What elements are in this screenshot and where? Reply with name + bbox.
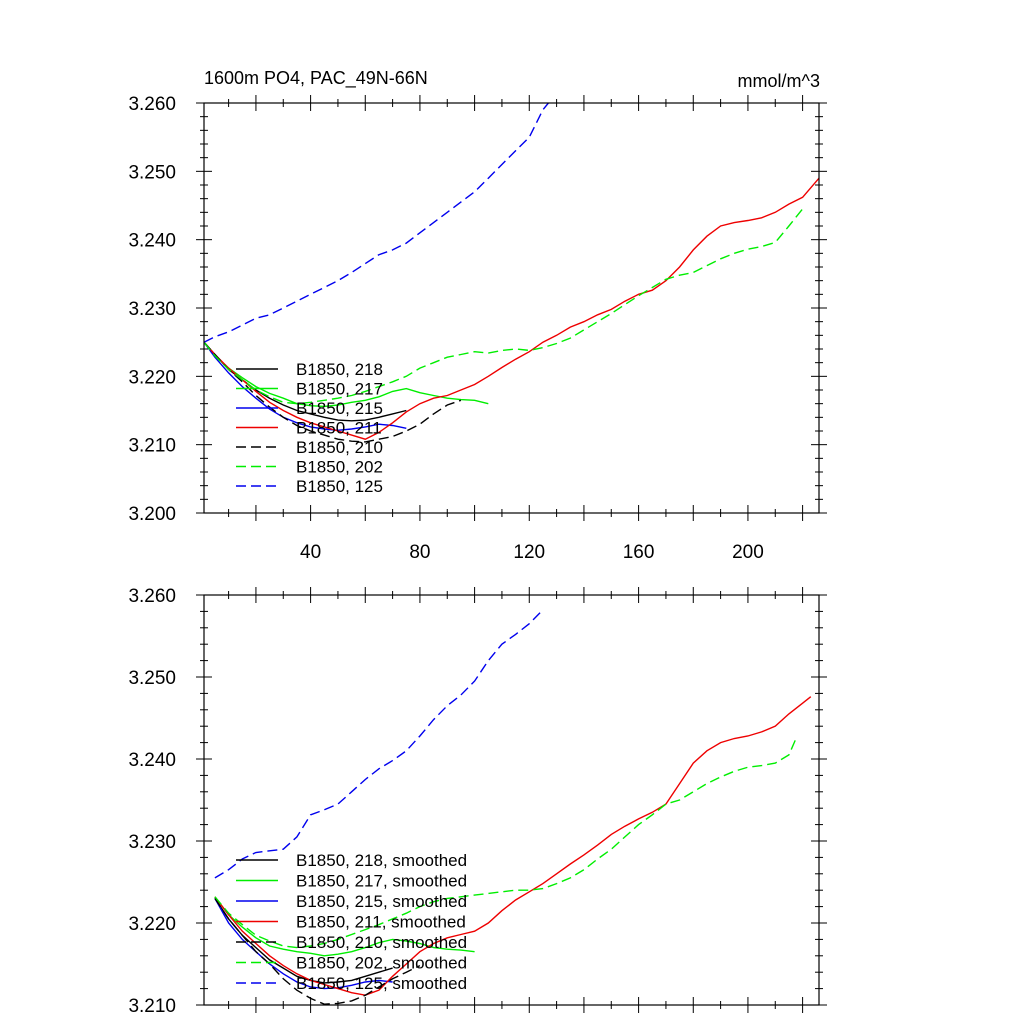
legend-label: B1850, 202, smoothed [296,954,467,973]
y-tick-label: 3.260 [128,94,176,115]
y-tick-label: 3.220 [128,367,176,388]
bottom-legend: B1850, 218, smoothed B1850, 217, smoothed… [236,851,467,993]
y-tick-label: 3.260 [128,586,176,607]
y-tick-label: 3.210 [128,436,176,457]
legend-label: B1850, 125 [296,477,383,496]
chart-title: 1600m PO4, PAC_49N-66N [204,68,428,89]
legend-label: B1850, 210 [296,438,383,457]
y-tick-label: 3.240 [128,231,176,252]
top-chart: 1600m PO4, PAC_49N-66N mmol/m^3 3.2003.2… [128,68,827,563]
x-tick-label: 80 [409,542,430,563]
legend-label: B1850, 125, smoothed [296,974,467,993]
legend-label: B1850, 215, smoothed [296,892,467,911]
y-tick-label: 3.240 [128,750,176,771]
y-tick-label: 3.200 [128,504,176,525]
y-tick-label: 3.250 [128,162,176,183]
y-tick-label: 3.210 [128,996,176,1017]
legend-label: B1850, 202 [296,458,383,477]
legend-label: B1850, 210, smoothed [296,933,467,952]
legend-label: B1850, 217, smoothed [296,872,467,891]
x-tick-label: 40 [300,542,321,563]
bottom-chart: 3.210 3.220 3.230 3.240 3.250 3.260 B1850, 21… [128,586,827,1017]
legend-label: B1850, 211, smoothed [296,913,466,932]
legend-label: B1850, 218, smoothed [296,851,467,870]
series-line [204,209,803,404]
legend-label: B1850, 211 [296,419,382,438]
top-x-tick-labels: 40 80 120 160 200 [300,542,764,563]
chart-svg: 1600m PO4, PAC_49N-66N mmol/m^3 3.2003.2… [0,0,1024,1024]
y-tick-label: 3.250 [128,668,176,689]
top-y-tick-labels: 3.200 3.210 3.220 3.230 3.240 3.250 3.260 [128,94,176,525]
y-tick-label: 3.230 [128,832,176,853]
y-tick-label: 3.230 [128,299,176,320]
bottom-axis-ticks [196,587,827,1013]
series-line [215,610,543,878]
bottom-y-tick-labels: 3.210 3.220 3.230 3.240 3.250 3.260 [128,586,176,1017]
y-tick-label: 3.220 [128,914,176,935]
top-axis-ticks [196,95,827,521]
series-line [204,103,548,342]
legend-label: B1850, 217 [296,380,383,399]
legend-label: B1850, 215 [296,399,383,418]
x-tick-label: 120 [513,542,545,563]
legend-label: B1850, 218 [296,360,383,379]
x-tick-label: 160 [623,542,655,563]
units-label: mmol/m^3 [738,71,820,91]
x-tick-label: 200 [732,542,764,563]
